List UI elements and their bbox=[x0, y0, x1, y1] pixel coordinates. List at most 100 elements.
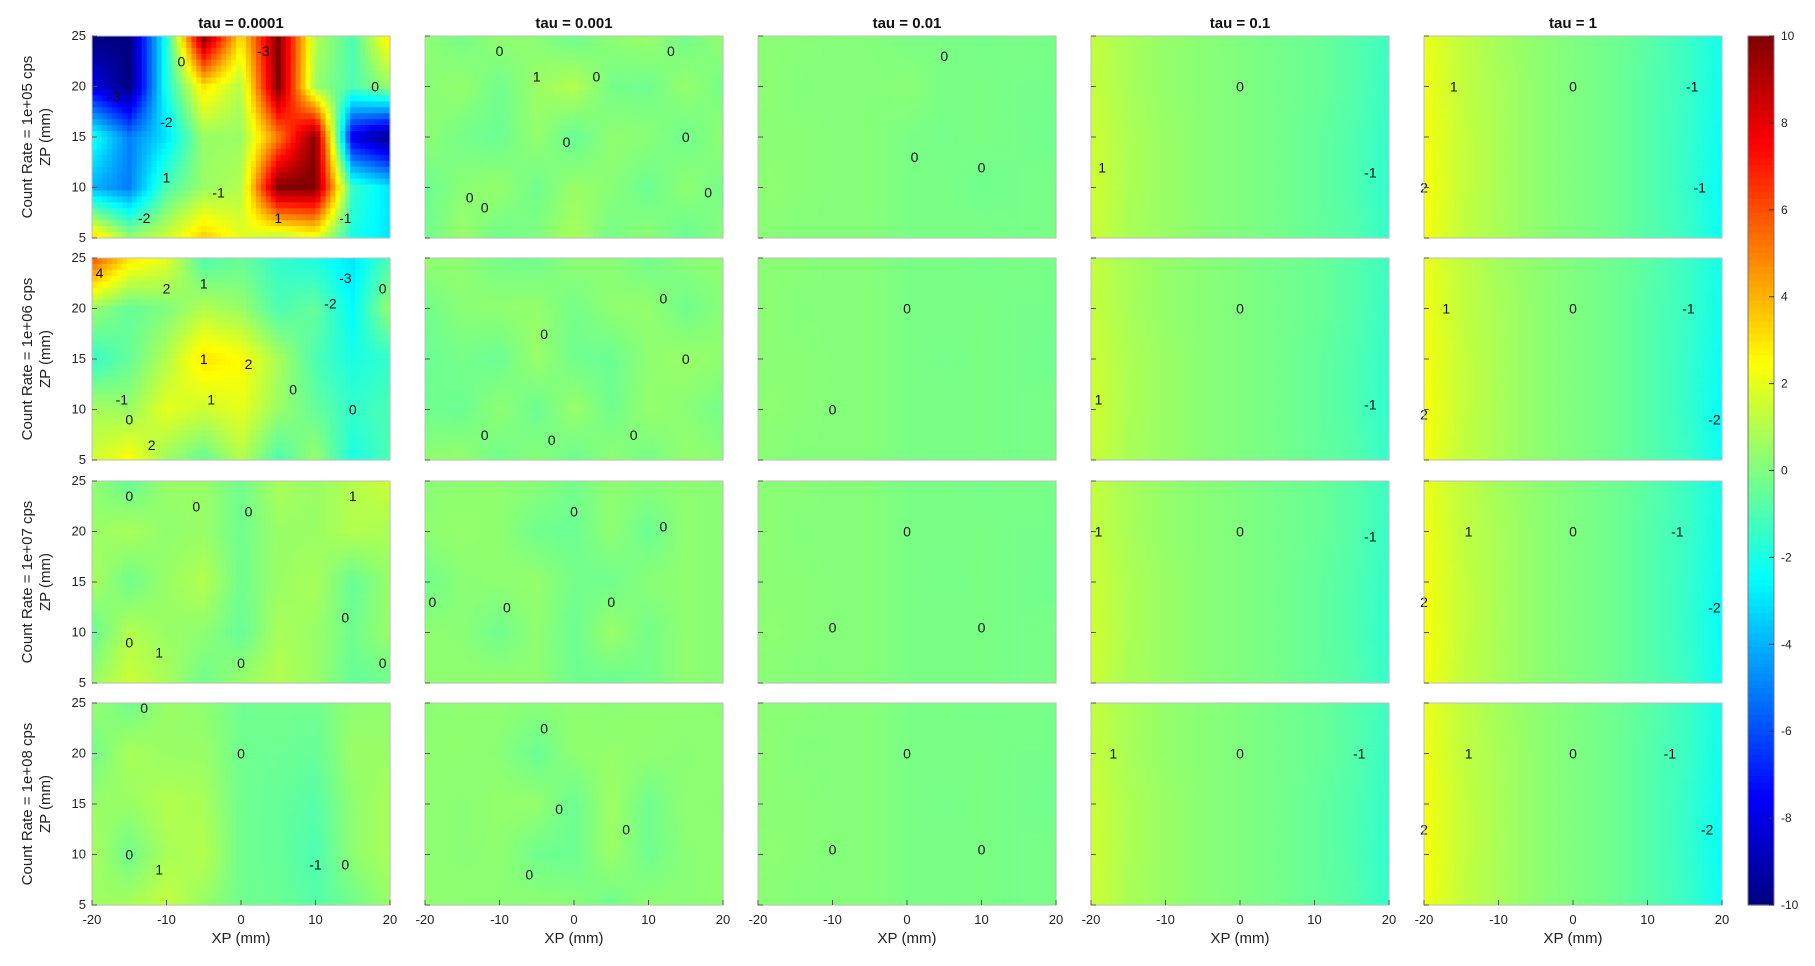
heat-cell bbox=[574, 48, 580, 55]
heat-cell bbox=[291, 72, 297, 79]
heat-cell bbox=[604, 149, 610, 156]
heat-cell bbox=[425, 167, 431, 174]
heat-cell bbox=[127, 66, 133, 73]
heat-cell bbox=[325, 42, 331, 49]
heat-cell bbox=[201, 226, 207, 233]
heat-cell bbox=[500, 66, 506, 73]
heat-cell bbox=[524, 78, 530, 85]
heat-cell bbox=[649, 173, 655, 180]
heat-cell bbox=[231, 42, 237, 49]
heat-cell bbox=[688, 190, 694, 197]
heat-cell bbox=[644, 107, 650, 114]
heat-cell bbox=[102, 101, 108, 108]
heat-cell bbox=[534, 113, 540, 120]
heat-cell bbox=[579, 42, 585, 49]
heat-cell bbox=[549, 185, 555, 192]
heat-cell bbox=[639, 89, 645, 96]
heat-cell bbox=[529, 119, 535, 126]
heat-cell bbox=[703, 202, 709, 209]
heat-cell bbox=[440, 125, 446, 132]
heat-cell bbox=[703, 125, 709, 132]
heat-cell bbox=[226, 119, 232, 126]
heat-cell bbox=[524, 161, 530, 168]
heat-cell bbox=[435, 36, 441, 43]
heat-cell bbox=[226, 196, 232, 203]
heat-cell bbox=[524, 89, 530, 96]
heat-cell bbox=[524, 48, 530, 55]
heat-cell bbox=[281, 95, 287, 102]
heat-cell bbox=[311, 107, 317, 114]
heat-cell bbox=[619, 155, 625, 162]
heat-cell bbox=[534, 125, 540, 132]
heat-cell bbox=[539, 143, 545, 150]
heat-cell bbox=[703, 101, 709, 108]
heat-cell bbox=[430, 220, 436, 227]
heat-cell bbox=[306, 208, 312, 215]
heat-cell bbox=[132, 143, 138, 150]
heat-cell bbox=[683, 54, 689, 61]
heat-cell bbox=[97, 89, 103, 96]
heat-cell bbox=[703, 220, 709, 227]
heat-cell bbox=[495, 167, 501, 174]
heat-cell bbox=[644, 72, 650, 79]
heat-cell bbox=[534, 155, 540, 162]
heat-cell bbox=[614, 173, 620, 180]
heat-cell bbox=[644, 101, 650, 108]
heat-cell bbox=[231, 137, 237, 144]
heat-cell bbox=[296, 125, 302, 132]
heat-cell bbox=[236, 131, 242, 138]
column-title: tau = 1 bbox=[1549, 15, 1597, 32]
heat-cell bbox=[241, 84, 247, 91]
heat-cell bbox=[301, 48, 307, 55]
heat-cell bbox=[365, 143, 371, 150]
heat-cell bbox=[653, 36, 659, 43]
heat-cell bbox=[629, 202, 635, 209]
heat-cell bbox=[703, 167, 709, 174]
heat-cell bbox=[236, 95, 242, 102]
heat-cell bbox=[514, 143, 520, 150]
heat-cell bbox=[455, 185, 461, 192]
heat-cell bbox=[544, 137, 550, 144]
heat-cell bbox=[241, 185, 247, 192]
heat-cell bbox=[211, 36, 217, 43]
heat-cell bbox=[708, 72, 714, 79]
heat-cell bbox=[579, 202, 585, 209]
heat-cell bbox=[668, 202, 674, 209]
heat-cell bbox=[663, 66, 669, 73]
heat-cell bbox=[325, 131, 331, 138]
heat-cell bbox=[276, 66, 282, 73]
heat-cell bbox=[435, 54, 441, 61]
heat-cell bbox=[117, 119, 123, 126]
heat-cell bbox=[559, 208, 565, 215]
heat-cell bbox=[455, 173, 461, 180]
heat-cell bbox=[564, 214, 570, 221]
heat-cell bbox=[221, 214, 227, 221]
heat-cell bbox=[599, 89, 605, 96]
heat-cell bbox=[703, 89, 709, 96]
heat-cell bbox=[127, 36, 133, 43]
heat-cell bbox=[465, 107, 471, 114]
heat-cell bbox=[544, 113, 550, 120]
heat-cell bbox=[604, 202, 610, 209]
heat-cell bbox=[271, 196, 277, 203]
heat-cell bbox=[137, 60, 143, 67]
heat-cell bbox=[296, 101, 302, 108]
heat-cell bbox=[519, 107, 525, 114]
heat-cell bbox=[693, 78, 699, 85]
heat-cell bbox=[226, 190, 232, 197]
heat-cell bbox=[663, 220, 669, 227]
heat-cell bbox=[380, 125, 386, 132]
heat-cell bbox=[186, 78, 192, 85]
heat-cell bbox=[509, 208, 515, 215]
heat-cell bbox=[375, 95, 381, 102]
heat-cell bbox=[584, 119, 590, 126]
heat-cell bbox=[504, 161, 510, 168]
heat-cell bbox=[504, 78, 510, 85]
heat-cell bbox=[107, 113, 113, 120]
heat-cell bbox=[375, 36, 381, 43]
heat-cell bbox=[330, 173, 336, 180]
heat-cell bbox=[375, 167, 381, 174]
heat-cell bbox=[579, 125, 585, 132]
heat-cell bbox=[241, 173, 247, 180]
heat-cell bbox=[644, 143, 650, 150]
